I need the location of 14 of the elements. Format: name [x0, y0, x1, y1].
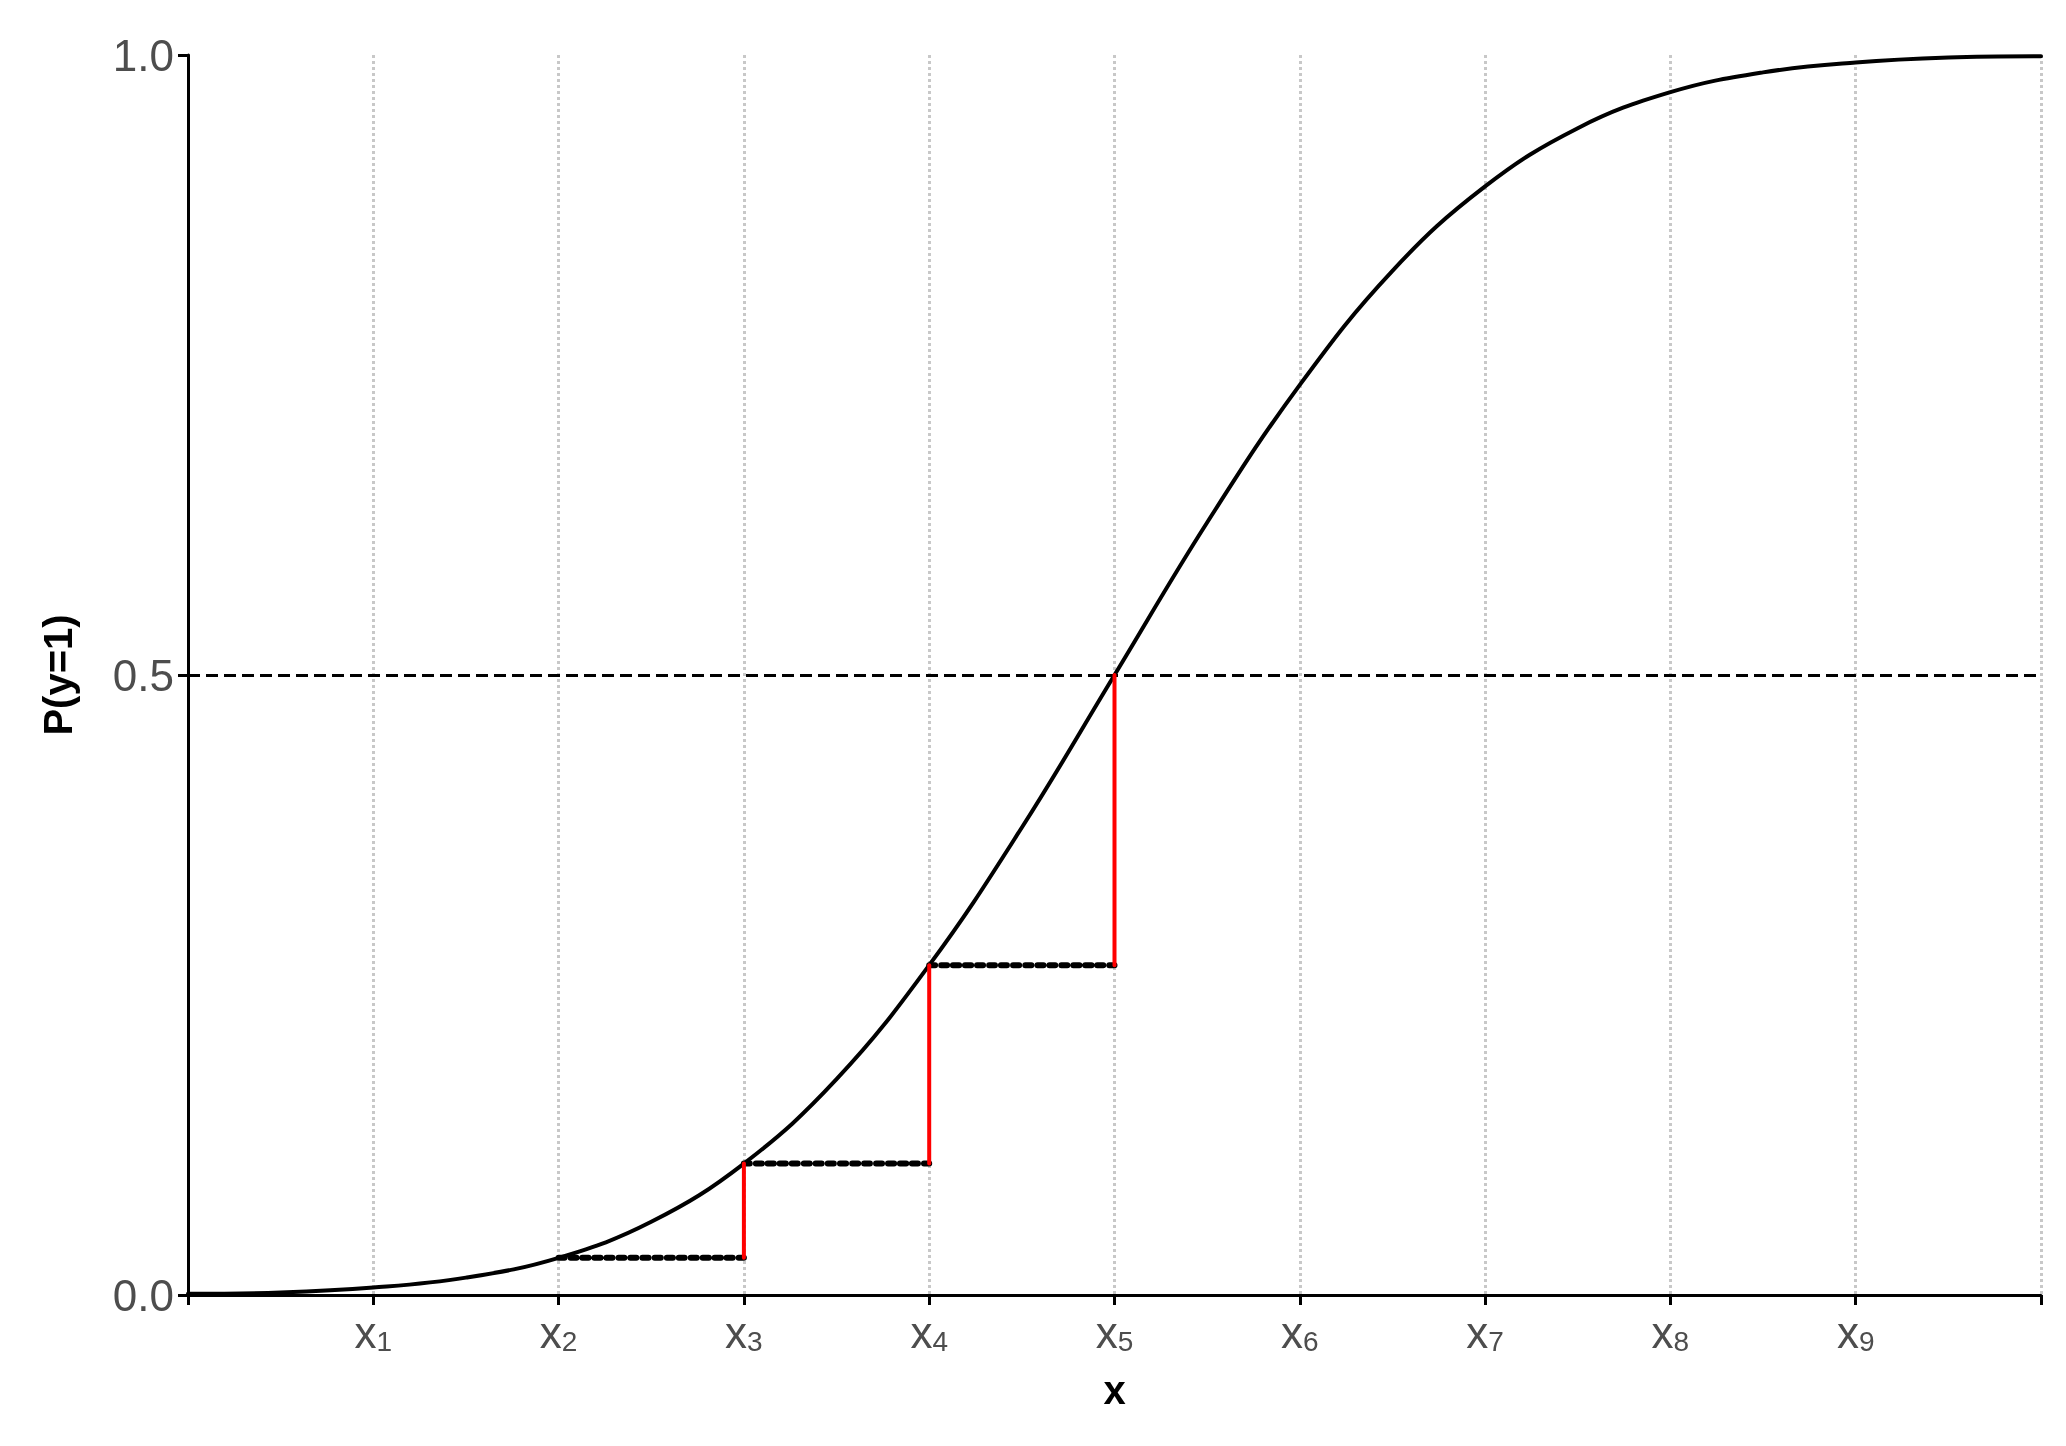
y-axis-title: P(y=1) [36, 614, 80, 736]
x-tick-label: x4 [910, 1307, 948, 1357]
x-tick-label: x3 [725, 1307, 763, 1357]
x-axis-title: x [1103, 1368, 1126, 1412]
y-tick-label: 0.0 [112, 1270, 174, 1320]
y-tick-label: 0.5 [112, 650, 174, 700]
x-tick-label: x1 [354, 1307, 393, 1357]
x-tick-label: x7 [1466, 1307, 1504, 1357]
x-tick-label: x2 [539, 1307, 578, 1357]
x-tick-label: x9 [1836, 1307, 1875, 1357]
x-tick-label: x8 [1651, 1307, 1690, 1357]
x-tick-label: x6 [1281, 1307, 1319, 1357]
y-tick-label: 1.0 [112, 30, 174, 80]
x-tick-label: x5 [1095, 1307, 1134, 1357]
